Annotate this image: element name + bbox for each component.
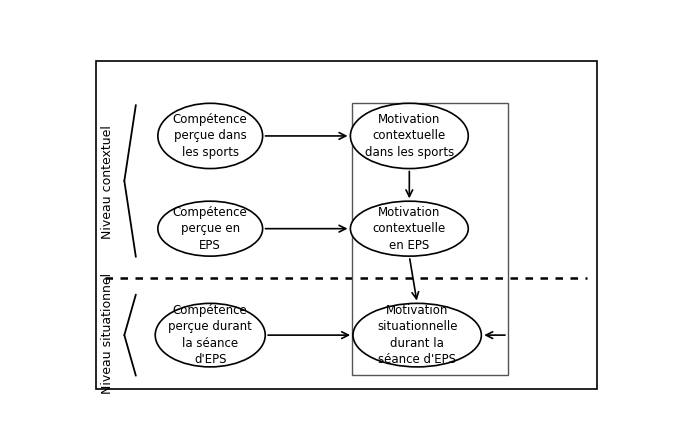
Text: Compétence
perçue en
EPS: Compétence perçue en EPS xyxy=(173,206,247,252)
Text: Motivation
situationnelle
durant la
séance d'EPS: Motivation situationnelle durant la séan… xyxy=(377,304,458,366)
Bar xyxy=(352,103,508,375)
Ellipse shape xyxy=(353,303,481,367)
Text: Compétence
perçue dans
les sports: Compétence perçue dans les sports xyxy=(173,113,247,159)
Text: Compétence
perçue durant
la séance
d'EPS: Compétence perçue durant la séance d'EPS xyxy=(168,304,252,366)
Text: Niveau situationnel: Niveau situationnel xyxy=(101,273,114,394)
Ellipse shape xyxy=(350,103,468,169)
Text: Niveau contextuel: Niveau contextuel xyxy=(101,125,114,239)
Ellipse shape xyxy=(158,201,262,256)
Text: Motivation
contextuelle
en EPS: Motivation contextuelle en EPS xyxy=(372,206,446,252)
Ellipse shape xyxy=(155,303,265,367)
Ellipse shape xyxy=(158,103,262,169)
Text: Motivation
contextuelle
dans les sports: Motivation contextuelle dans les sports xyxy=(364,113,454,159)
Ellipse shape xyxy=(350,201,468,256)
